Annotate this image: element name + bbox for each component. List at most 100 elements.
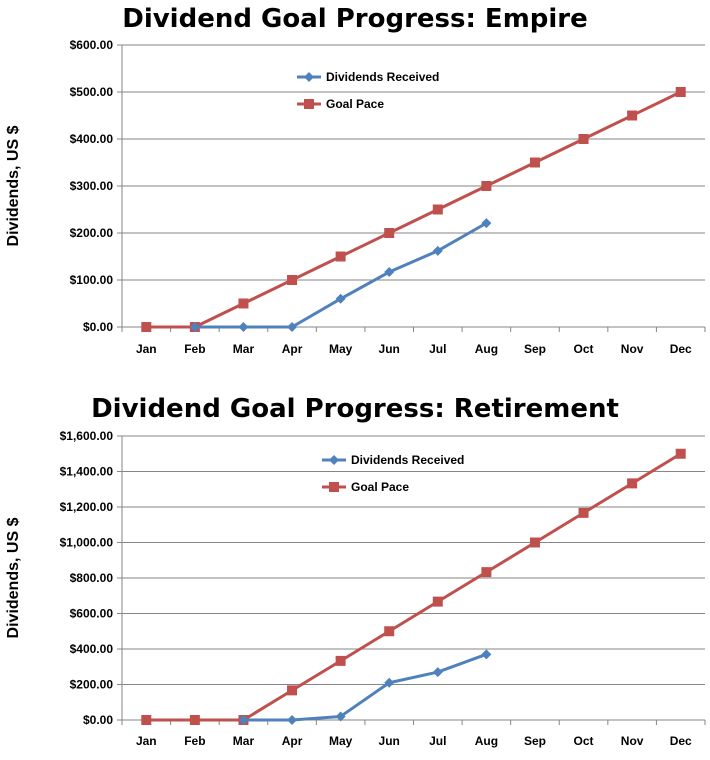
x-tick-label: Jan [136,342,157,356]
legend-entry: Goal Pace [322,480,409,494]
y-tick-label: $400.00 [70,642,114,656]
series-line [146,90,682,329]
legend-label: Dividends Received [351,453,464,467]
y-tick-label: $100.00 [70,273,114,287]
series-dividends-received [189,218,492,332]
data-point [675,87,686,97]
x-tick-label: Jan [136,734,157,748]
data-point [384,228,395,238]
data-point [335,655,346,666]
data-point [238,298,249,309]
chart-title: Dividend Goal Progress: Empire [122,4,588,34]
data-point [189,715,200,725]
x-tick-label: Apr [282,734,303,748]
y-tick-label: $200.00 [70,678,114,692]
data-point [287,715,298,725]
y-axis-label: Dividends, US $ [5,125,22,246]
legend-marker [304,72,314,82]
series-line [146,452,682,722]
x-tick-label: Jun [379,342,400,356]
y-tick-label: $500.00 [70,85,114,99]
data-point [529,537,540,548]
y-tick-label: $1,600.00 [60,429,114,443]
legend-label: Goal Pace [326,97,384,111]
x-tick-label: May [329,734,353,748]
y-tick-label: $200.00 [70,226,114,240]
y-tick-label: $300.00 [70,179,114,193]
data-point [578,134,589,144]
x-tick-label: Sep [524,734,546,748]
x-tick-label: Aug [475,734,498,748]
series-line [243,652,487,722]
chart-empire: Dividend Goal Progress: Empire $0.00 $100… [5,4,706,356]
data-point [432,667,443,678]
x-tick-label: Apr [282,342,303,356]
x-tick-label: Aug [475,342,498,356]
data-point [287,322,298,332]
data-point [384,626,395,637]
x-tick-label: Dec [670,734,692,748]
data-point [481,218,492,229]
y-tick-label: $400.00 [70,132,114,146]
chart-retirement-plot: $0.00 $200.00 $400.00 $600.00 $800.00 $1,000.… [5,429,706,748]
data-point [384,677,395,688]
data-point [287,685,298,696]
y-tick-label: $0.00 [83,320,113,334]
data-point [481,649,492,660]
x-tick-label: Mar [233,342,255,356]
data-point [627,478,638,489]
data-point [238,322,249,332]
data-point [335,293,346,304]
y-tick-label: $0.00 [83,713,113,727]
y-tick-label: $600.00 [70,607,114,621]
data-point [141,322,152,332]
x-tick-label: Oct [574,342,594,356]
x-tick-label: Jun [379,734,400,748]
series-goal-pace [141,448,686,725]
legend-label: Goal Pace [351,480,409,494]
x-tick-label: Sep [524,342,546,356]
x-tick-label: Nov [621,734,644,748]
x-tick-label: Nov [621,342,644,356]
data-point [432,596,443,607]
data-point [481,567,492,578]
data-point [432,245,443,256]
legend-entry: Dividends Received [322,453,464,467]
chart-retirement: Dividend Goal Progress: Retirement $0.00… [0,380,710,760]
data-point [384,267,395,278]
series-line [194,221,488,329]
data-point [335,711,346,722]
data-point [675,448,686,459]
chart-empire-plot: $0.00 $100.00 $200.00 $300.00 $400.00 $500.00… [5,38,706,356]
series-goal-pace [141,87,686,332]
data-point [141,715,152,725]
x-tick-label: Mar [233,734,255,748]
y-tick-label: $1,400.00 [60,465,114,479]
y-tick-label: $1,200.00 [60,500,114,514]
chart-title: Dividend Goal Progress: Retirement [91,394,619,424]
data-point [627,110,638,121]
series-dividends-received [238,649,492,725]
legend-marker [329,482,339,492]
data-point [529,157,540,168]
data-point [238,715,249,725]
x-tick-label: Feb [184,734,205,748]
y-tick-label: $1,000.00 [60,536,114,550]
legend-entry: Dividends Received [297,70,439,84]
x-tick-label: Jul [429,734,446,748]
data-point [287,275,298,285]
x-tick-label: Feb [184,342,205,356]
x-tick-label: Oct [574,734,594,748]
legend-label: Dividends Received [326,70,439,84]
y-tick-label: $600.00 [70,38,114,52]
legend-marker [304,99,314,109]
y-tick-label: $800.00 [70,571,114,585]
data-point [481,181,492,191]
y-axis-label: Dividends, US $ [5,517,22,638]
x-tick-label: Dec [670,342,692,356]
data-point [335,251,346,262]
data-point [189,322,200,332]
legend-marker [329,455,339,465]
data-point [578,507,589,518]
data-point [432,204,443,215]
